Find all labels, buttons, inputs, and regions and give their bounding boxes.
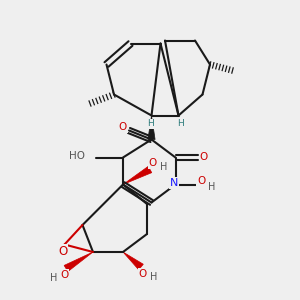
Polygon shape	[148, 116, 155, 140]
Text: H: H	[208, 182, 216, 193]
Polygon shape	[64, 252, 93, 272]
Text: O: O	[60, 269, 69, 280]
Text: H: H	[150, 272, 157, 283]
Polygon shape	[123, 252, 143, 270]
Text: H: H	[50, 273, 57, 283]
Text: O: O	[138, 268, 147, 279]
Text: H: H	[160, 162, 167, 172]
Polygon shape	[123, 167, 152, 184]
Text: O: O	[197, 176, 205, 187]
Text: N: N	[170, 178, 178, 188]
Text: O: O	[58, 244, 68, 258]
Text: O: O	[119, 122, 127, 133]
Text: H: H	[177, 119, 183, 128]
Text: O: O	[148, 158, 157, 169]
Text: H: H	[147, 119, 153, 128]
Text: HO: HO	[70, 151, 86, 161]
Text: O: O	[200, 152, 208, 163]
